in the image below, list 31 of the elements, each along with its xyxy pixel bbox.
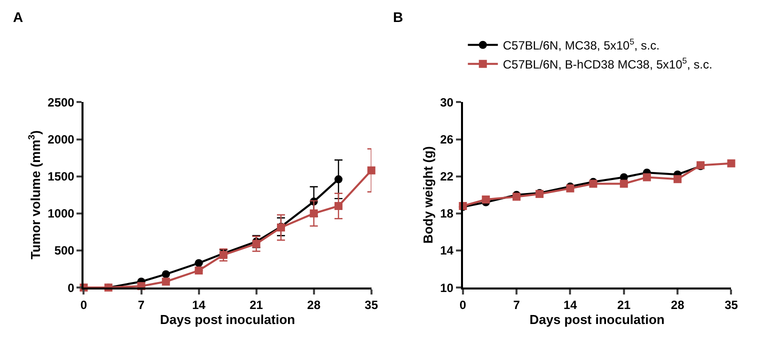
x-tick-label: 7	[138, 298, 145, 312]
x-tick-label: 35	[364, 298, 378, 312]
y-tick-label: 1000	[48, 206, 75, 221]
y-tick-label: 30	[440, 95, 454, 110]
legend-label: C57BL/6N, MC38, 5x10$^{5}$, s.c.	[502, 36, 660, 53]
y-tick-label: 14	[440, 244, 454, 258]
y-tick-label: 22	[440, 170, 454, 184]
text: B	[393, 9, 404, 25]
x-tick-label: 7	[513, 298, 520, 312]
x-tick-label: 28	[307, 298, 321, 312]
y-tick-label: 1500	[48, 170, 75, 184]
y-tick-label: 500	[54, 244, 75, 258]
y-tick-label: 2500	[48, 95, 75, 110]
x-tick-label: 0	[80, 298, 88, 312]
y-axis-title: Body weight (g)	[420, 146, 436, 244]
x-tick-label: 35	[724, 298, 738, 312]
text: A	[13, 9, 24, 25]
x-tick-label: 14	[192, 298, 206, 312]
x-axis-title: Days post inoculation	[160, 312, 296, 328]
y-tick-label: 2000	[48, 132, 75, 146]
x-tick-label: 14	[564, 298, 578, 312]
y-tick-label: 10	[440, 280, 454, 295]
x-tick-label: 21	[617, 298, 631, 312]
x-tick-label: 28	[670, 298, 685, 312]
y-tick-label: 26	[440, 132, 454, 146]
y-tick-label: 0	[68, 280, 75, 295]
legend-label: C57BL/6N, B-hCD38 MC38, 5x10$^{5}$, s.c.	[502, 56, 712, 72]
y-tick-label: 18	[440, 206, 454, 221]
x-tick-label: 21	[250, 298, 264, 312]
x-axis-title: Days post inoculation	[530, 312, 665, 328]
x-tick-label: 0	[460, 298, 467, 312]
